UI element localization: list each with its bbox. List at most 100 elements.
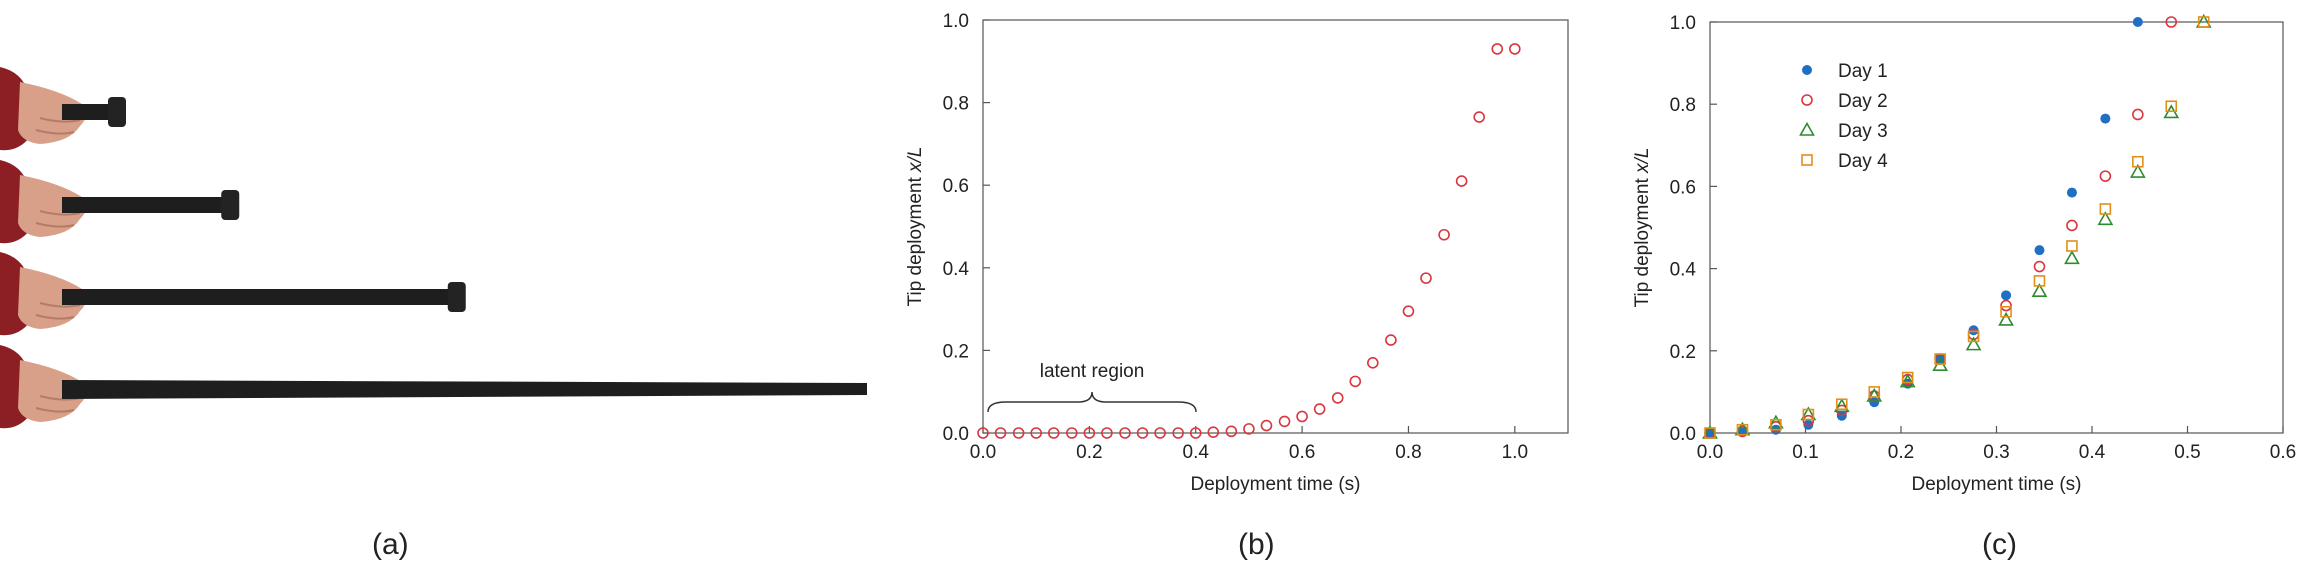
boom [62, 104, 112, 120]
data-point [1473, 111, 1485, 123]
latent-region-label: latent region [1040, 361, 1145, 382]
data-point [2132, 155, 2144, 168]
data-point [1119, 427, 1131, 439]
y-tick-label: 1.0 [1670, 13, 1696, 34]
y-tick-label: 0.2 [1670, 342, 1696, 363]
data-point [2064, 250, 2080, 265]
legend-marker [1802, 65, 1812, 75]
data-point [2033, 275, 2046, 287]
data-point [1438, 228, 1450, 241]
data-point [2165, 100, 2178, 113]
data-point [1866, 387, 1883, 402]
data-point [2001, 290, 2012, 301]
data-point [1934, 353, 1946, 365]
data-point [2000, 299, 2012, 312]
data-point [1835, 398, 1848, 411]
data-point [1704, 427, 1716, 439]
finger-line [39, 210, 81, 216]
deployment-stage [0, 252, 466, 336]
finger-line [39, 117, 81, 123]
data-point [1066, 427, 1078, 439]
data-point [1367, 356, 1379, 369]
data-point [1901, 371, 1914, 384]
data-point [1868, 386, 1881, 398]
x-tick-label: 0.0 [1697, 442, 1723, 463]
data-point [2031, 283, 2048, 298]
chart-c: 0.0 0.1 0.2 0.3 0.4 0.5 0.6 0.0 0.2 0.4 0.6 0.8 1.0 D… [1632, 13, 2296, 495]
data-point [2129, 163, 2146, 178]
boom [62, 380, 867, 399]
latent-region-brace [987, 391, 1197, 413]
chart-b: 0.0 0.2 0.4 0.6 0.8 1.0 0.0 0.2 0.4 0.6 0.8 1.0 Depl… [905, 11, 1569, 495]
data-point [1331, 392, 1344, 404]
y-tick-label: 0.6 [943, 176, 969, 197]
data-point [977, 427, 989, 439]
data-point [1833, 398, 1850, 413]
y-tick-label: 0.4 [943, 259, 970, 280]
data-point [2132, 108, 2144, 121]
deployment-stage [0, 160, 240, 244]
data-point [2197, 16, 2210, 28]
x-tick-label: 0.6 [1289, 442, 1315, 463]
y-axis-label: Tip deployment x/L [1632, 148, 1653, 308]
hand [18, 82, 87, 144]
plot-frame [982, 19, 1569, 434]
data-point [2066, 219, 2078, 232]
x-tick-label: 0.3 [1983, 442, 2009, 463]
data-point [1736, 423, 1749, 436]
data-point [2000, 305, 2012, 318]
data-point [1225, 425, 1238, 438]
data-point [2097, 211, 2114, 226]
data-point [1278, 415, 1291, 428]
x-tick-label: 0.1 [1792, 442, 1818, 463]
data-point [1189, 427, 1202, 439]
deployment-stage [0, 345, 867, 429]
y-tick-label: 0.8 [1670, 95, 1696, 116]
hand [18, 360, 87, 422]
data-point [1313, 403, 1326, 415]
boom [62, 289, 452, 305]
x-tick-label: 1.0 [1502, 442, 1528, 463]
data-point [1172, 427, 1184, 439]
data-point [1402, 305, 1415, 317]
x-tick-label: 0.4 [1183, 442, 1210, 463]
x-tick-label: 0.8 [1395, 442, 1421, 463]
data-point [1835, 404, 1848, 417]
data-point [1012, 427, 1025, 439]
legend-marker [1801, 154, 1813, 166]
legend-label: Day 3 [1838, 121, 1888, 142]
x-axis-label: Deployment time (s) [1912, 474, 2082, 495]
data-point [2132, 17, 2143, 27]
data-point [1509, 43, 1521, 55]
finger-line [35, 129, 75, 135]
deployment-stage [0, 67, 126, 151]
plot-frame [1709, 21, 2284, 434]
data-point [1455, 175, 1468, 187]
panel-label-c: (c) [1982, 528, 2017, 561]
boom-tip [221, 190, 240, 220]
legend-marker [1801, 94, 1813, 106]
data-point [1802, 408, 1815, 421]
data-point [1385, 334, 1397, 346]
data-point [1967, 330, 1980, 343]
x-tick-label: 0.6 [2270, 442, 2296, 463]
data-point [2165, 16, 2178, 28]
y-tick-label: 0.8 [943, 94, 969, 115]
data-point [1101, 427, 1113, 439]
data-point [1207, 426, 1220, 438]
y-tick-label: 0.0 [943, 424, 969, 445]
deployment-photo [0, 67, 867, 429]
hand [18, 267, 87, 329]
data-point [1260, 419, 1273, 432]
data-point [2033, 260, 2046, 273]
panel-label-a: (a) [372, 528, 409, 561]
data-point [1491, 43, 1504, 55]
y-axis-label: Tip deployment x/L [905, 147, 926, 307]
x-tick-label: 0.2 [1076, 442, 1102, 463]
panel-label-b: (b) [1238, 528, 1275, 561]
finger-line [39, 302, 81, 308]
boom [62, 197, 226, 213]
data-point [1243, 423, 1255, 435]
x-tick-label: 0.2 [1888, 442, 1914, 463]
y-tick-label: 0.0 [1670, 424, 1696, 445]
